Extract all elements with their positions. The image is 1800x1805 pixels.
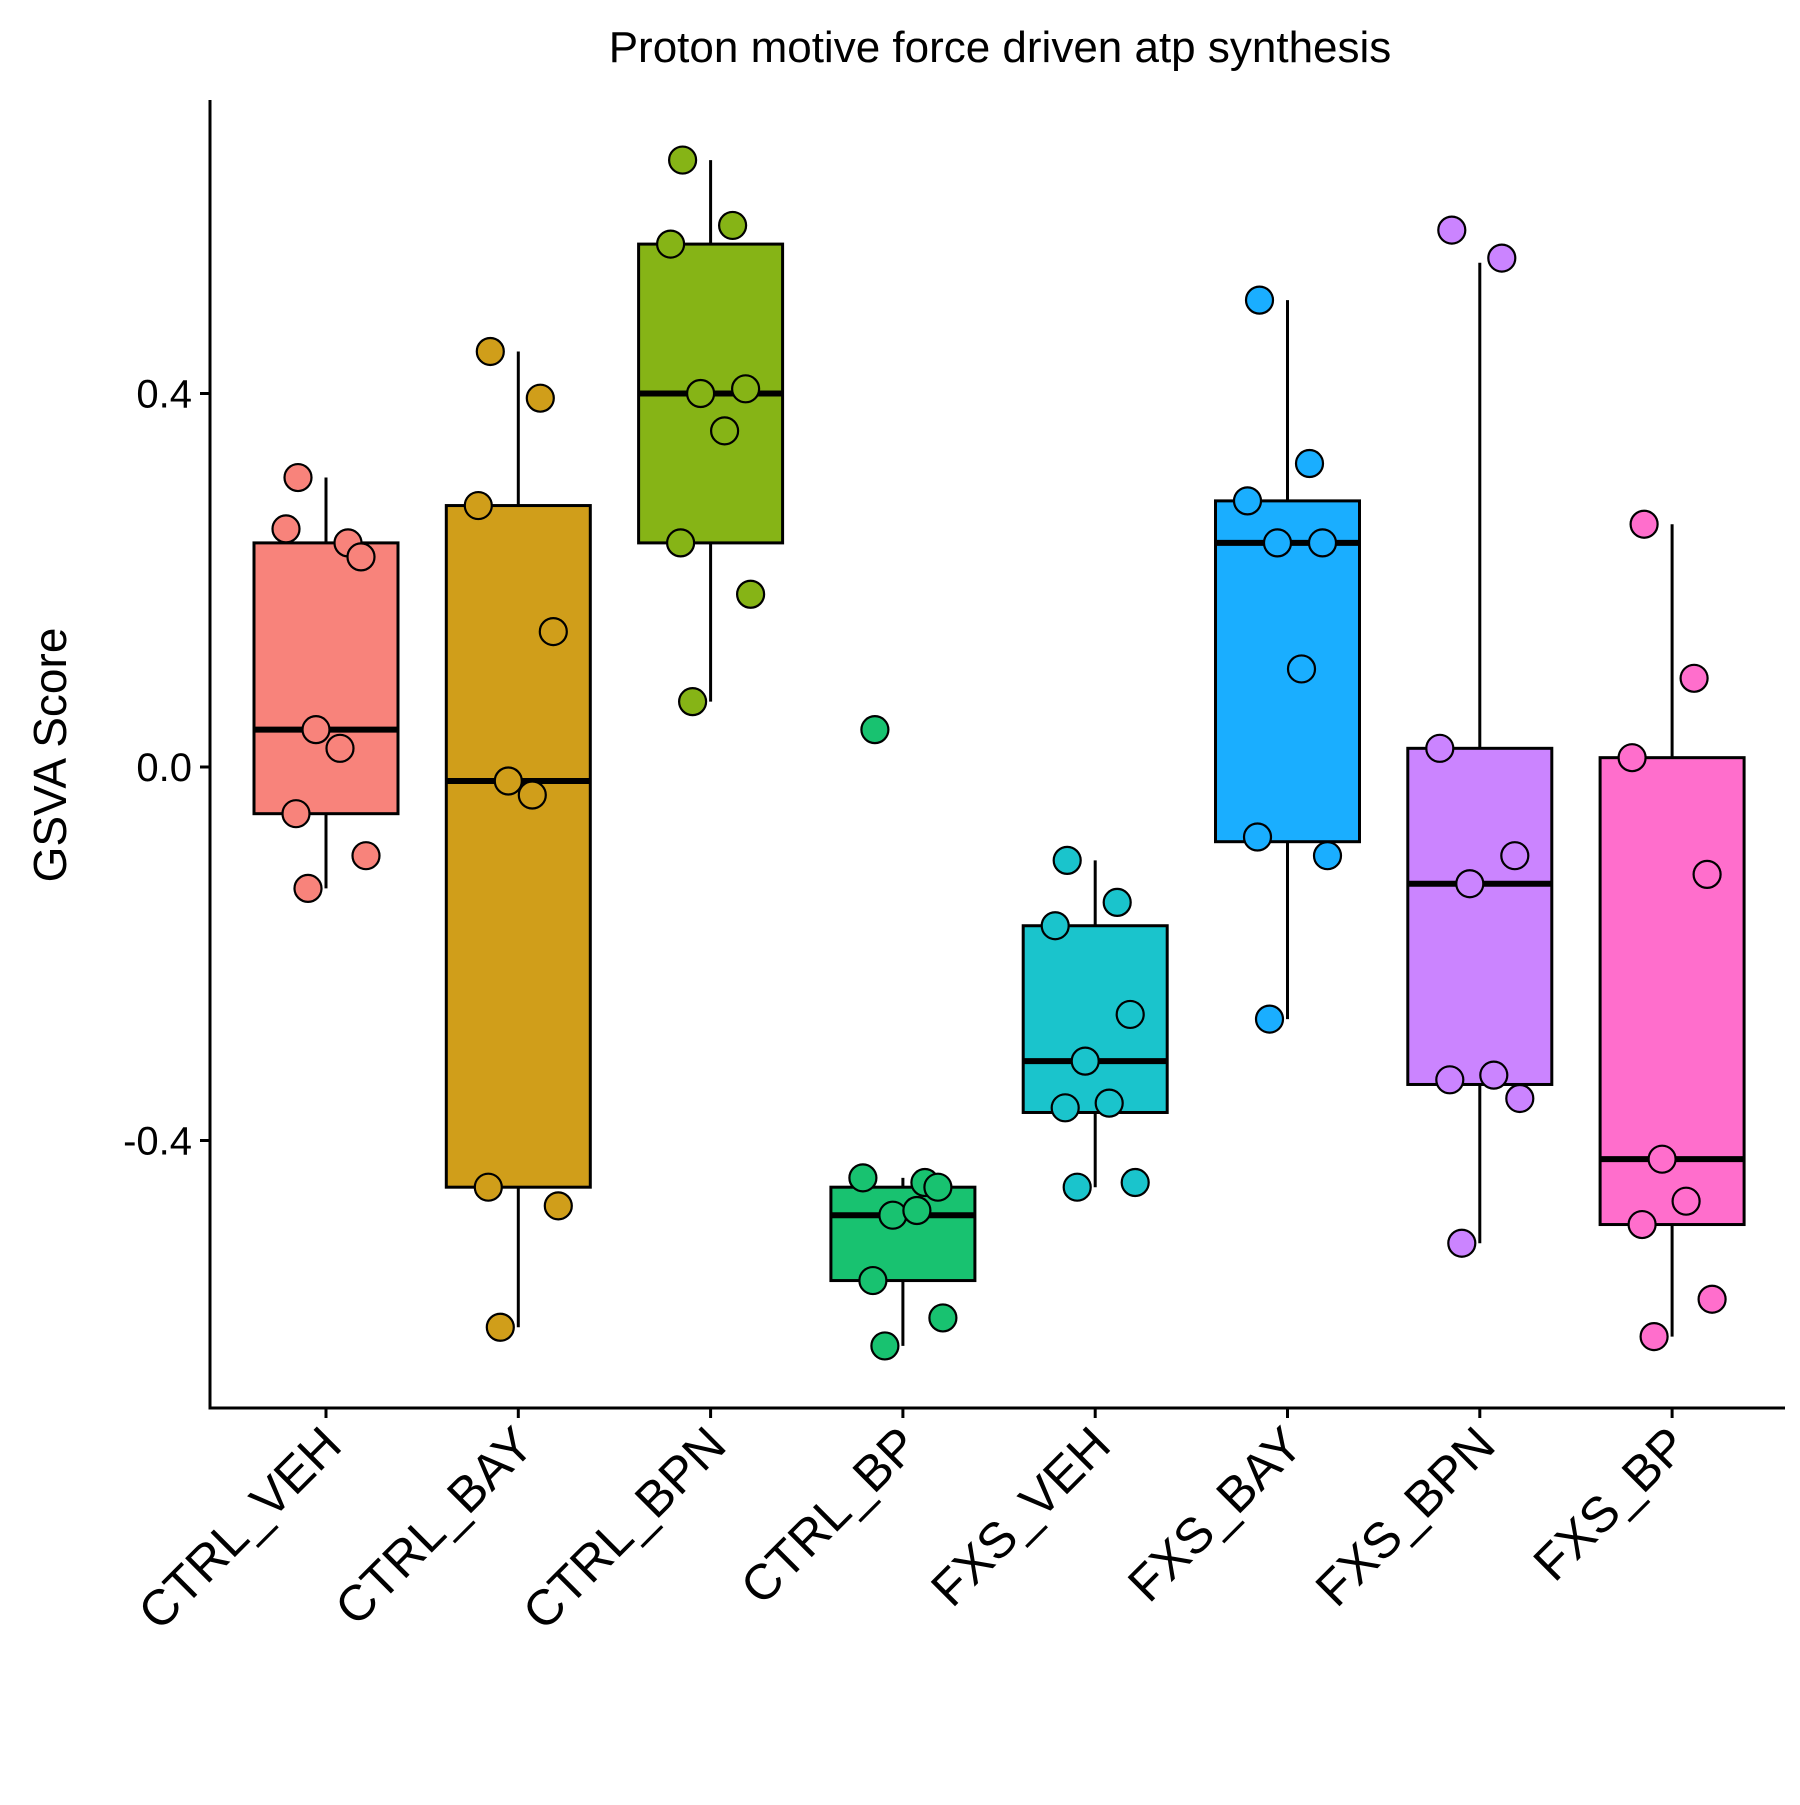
data-point — [667, 145, 698, 175]
data-point — [1447, 1228, 1477, 1258]
x-tick-label: CTRL_VEH — [127, 1416, 351, 1640]
data-point — [293, 873, 323, 903]
data-point — [1671, 1186, 1701, 1216]
data-point — [1232, 486, 1263, 516]
data-point — [1286, 654, 1317, 684]
box-fxs-bpn — [1406, 746, 1554, 1086]
data-point — [717, 210, 748, 241]
data-point — [1094, 1088, 1124, 1118]
data-point — [493, 766, 523, 796]
box-fxs-bp — [1598, 756, 1746, 1227]
data-point — [655, 229, 686, 259]
data-point — [902, 1195, 932, 1226]
axes-layer — [208, 100, 1785, 1410]
data-point — [870, 1331, 900, 1361]
data-point — [848, 1163, 878, 1193]
data-point — [1262, 528, 1293, 558]
data-point — [271, 514, 301, 544]
data-point — [677, 687, 708, 717]
data-point — [1050, 1093, 1080, 1123]
y-tick-label: -0.4 — [123, 1120, 192, 1164]
y-tick-label: 0.0 — [136, 746, 192, 790]
chart-title: Proton motive force driven atp synthesis — [609, 23, 1392, 72]
data-point — [1479, 1060, 1509, 1090]
data-point — [346, 542, 376, 572]
x-tick-label: FXS_BP — [1523, 1416, 1698, 1591]
x-tick-label: CTRL_BAY — [324, 1416, 544, 1636]
data-point — [473, 1172, 503, 1202]
data-point — [1487, 243, 1517, 273]
data-point — [1307, 528, 1338, 558]
data-point — [1692, 859, 1722, 889]
data-point — [1639, 1321, 1669, 1352]
data-point — [1647, 1144, 1677, 1174]
data-point — [525, 383, 555, 413]
data-point — [665, 528, 696, 558]
data-point — [1102, 887, 1132, 917]
x-axis-ticks: CTRL_VEHCTRL_BAYCTRL_BPNCTRL_BPFXS_VEHFX… — [127, 1408, 1698, 1640]
boxes-layer — [252, 160, 1746, 1346]
data-point — [685, 378, 716, 409]
y-axis-label: GSVA Score — [24, 628, 76, 883]
data-point — [1629, 509, 1659, 539]
data-point — [1425, 733, 1455, 763]
data-point — [858, 1265, 888, 1296]
data-point — [1437, 215, 1467, 245]
data-point — [538, 617, 568, 647]
data-point — [1052, 845, 1082, 875]
data-point — [878, 1200, 908, 1230]
box-ctrl-bay — [444, 504, 592, 1189]
data-point — [1627, 1209, 1657, 1240]
data-point — [709, 416, 740, 446]
data-point — [283, 462, 313, 493]
data-point — [928, 1303, 958, 1333]
data-point — [517, 780, 547, 810]
data-point — [301, 715, 331, 745]
data-point — [351, 841, 381, 871]
box-ctrl-veh — [252, 541, 400, 816]
data-point — [543, 1191, 573, 1221]
data-point — [1617, 743, 1647, 773]
data-point — [1254, 1004, 1285, 1034]
data-point — [1242, 822, 1273, 852]
box-fxs-veh — [1021, 924, 1169, 1114]
box-ctrl-bp — [829, 1185, 977, 1283]
data-point — [1435, 1065, 1465, 1095]
x-tick-label: FXS_BPN — [1305, 1416, 1506, 1617]
x-tick-label: CTRL_BP — [730, 1416, 929, 1615]
data-point — [281, 799, 311, 829]
data-point — [1294, 448, 1325, 479]
data-point — [923, 1172, 953, 1202]
data-point — [485, 1312, 515, 1342]
x-tick-label: FXS_BAY — [1117, 1416, 1313, 1612]
data-point — [1062, 1172, 1092, 1202]
points-layer — [271, 145, 1727, 1361]
data-point — [1312, 841, 1343, 871]
data-point — [1040, 911, 1070, 941]
data-point — [1500, 841, 1530, 871]
x-tick-label: CTRL_BPN — [512, 1416, 736, 1640]
y-axis-ticks: -0.4 0.0 0.4 — [123, 373, 210, 1164]
data-point — [1505, 1083, 1535, 1114]
data-point — [1679, 663, 1709, 693]
data-point — [1070, 1046, 1100, 1076]
data-point — [1244, 285, 1275, 315]
data-point — [325, 733, 355, 763]
data-point — [735, 579, 766, 609]
data-point — [1455, 869, 1485, 899]
data-point — [463, 490, 493, 521]
data-point — [1120, 1167, 1150, 1198]
y-tick-label: 0.4 — [136, 373, 192, 417]
data-point — [860, 715, 890, 745]
data-point — [730, 374, 761, 404]
x-tick-label: FXS_VEH — [920, 1416, 1121, 1617]
data-point — [1115, 999, 1145, 1030]
data-point — [1697, 1284, 1727, 1314]
data-point — [475, 336, 505, 367]
